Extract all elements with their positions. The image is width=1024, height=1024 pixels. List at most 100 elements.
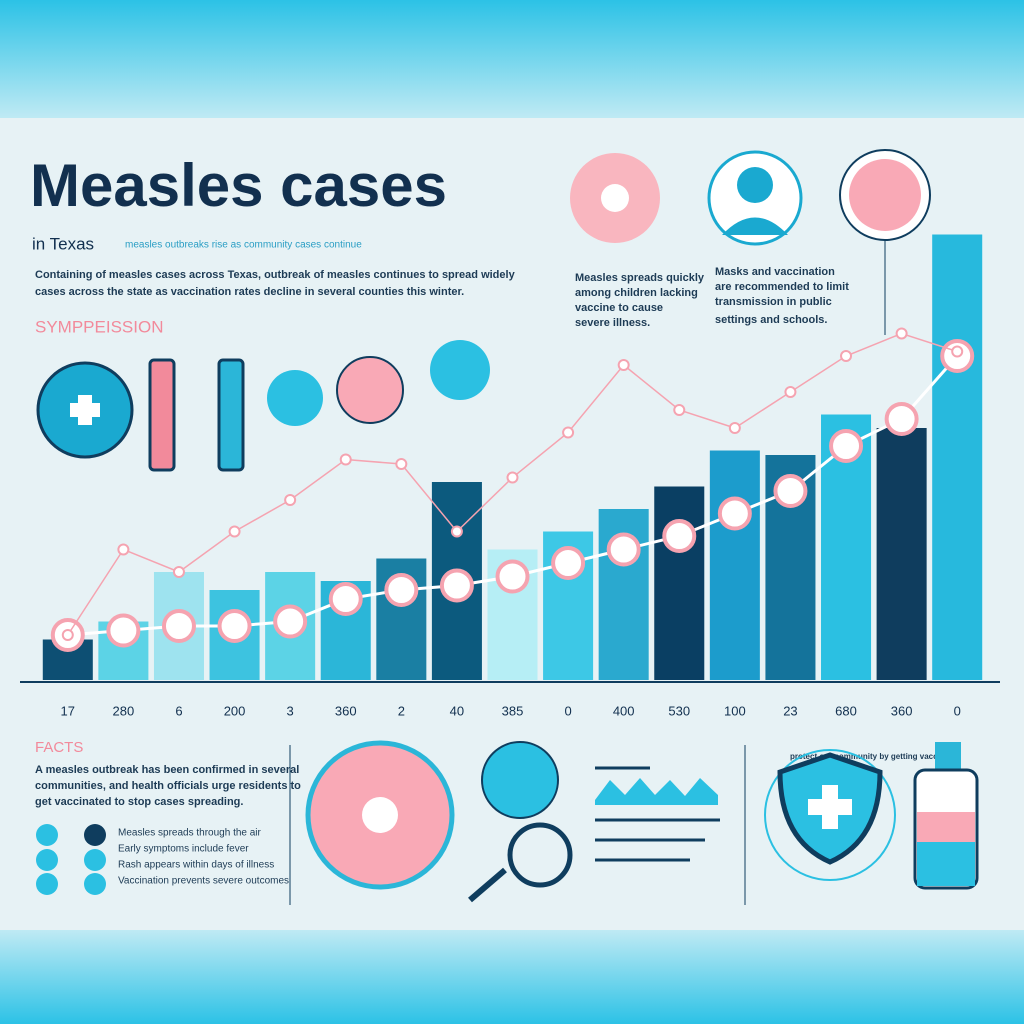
note-line: vaccine to cause (575, 302, 663, 314)
facts-line: get vaccinated to stop cases spreading. (35, 796, 243, 808)
icon-cross (70, 395, 100, 425)
stethoscope (507, 822, 573, 888)
point (117, 543, 130, 556)
list-item: Measles spreads through the air (118, 828, 262, 839)
list-icon (36, 824, 58, 846)
shield-cross (808, 785, 852, 829)
point (773, 474, 808, 508)
point (106, 613, 141, 648)
note-line: settings and schools. (715, 314, 827, 326)
virus-blob (267, 370, 323, 426)
x-tick-label: 680 (835, 703, 857, 718)
point (840, 350, 853, 362)
icon-virus (849, 159, 921, 231)
point (717, 496, 752, 531)
x-tick-label: 0 (564, 703, 571, 718)
syringe (217, 358, 245, 472)
point (673, 404, 686, 416)
note: Measles spreads quickly among children l… (575, 266, 849, 329)
list-item: Rash appears within days of illness (118, 860, 274, 871)
wave-icon (595, 778, 718, 805)
stethoscope (468, 867, 507, 903)
x-tick-label: 530 (668, 703, 690, 718)
point (562, 426, 575, 439)
bottle-cap (935, 742, 961, 770)
x-tick-label: 200 (224, 703, 246, 718)
point (662, 519, 697, 553)
x-tick-label: 100 (724, 703, 746, 718)
point (450, 525, 463, 538)
x-tick-label: 23 (783, 703, 797, 718)
x-tick-label: 17 (61, 703, 75, 718)
facts-line: communities, and health officials urge r… (35, 780, 301, 792)
x-tick-label: 385 (502, 703, 524, 718)
virus-core (362, 797, 398, 833)
bar (932, 234, 983, 680)
list-icon (36, 873, 58, 895)
icon-person-head (737, 167, 773, 203)
list-item: Early symptoms include fever (118, 844, 249, 855)
chart: 17 280 6 200 3 360 2 40 385 0 400 530 100 23 680 360 0 (42, 234, 983, 718)
list-icon (84, 849, 106, 871)
point (951, 345, 964, 358)
point (395, 458, 408, 470)
tagline: measles outbreaks rise as community case… (125, 240, 362, 251)
bar (876, 428, 927, 680)
list-icon (36, 849, 58, 871)
note-line: Masks and vaccination (715, 266, 835, 278)
point (384, 573, 419, 607)
bar (654, 486, 705, 680)
patient-icon (481, 741, 559, 819)
virus-blob (430, 340, 490, 400)
point (172, 566, 185, 578)
virus-blob (336, 356, 404, 424)
bottle-label (917, 812, 975, 842)
intro-line: cases across the state as vaccination ra… (35, 286, 464, 298)
facts-title: FACTS (35, 739, 83, 756)
note-line: severe illness. (575, 317, 650, 329)
x-tick-label: 0 (954, 703, 961, 718)
note-line: Measles spreads quickly (575, 272, 705, 284)
point (495, 559, 530, 594)
bottle-liquid (917, 842, 975, 886)
x-tick-label: 40 (450, 703, 464, 718)
note-line: are recommended to limit (715, 281, 849, 293)
section-label: SYMPPEISSION (35, 317, 163, 336)
icon-person-body (722, 217, 788, 235)
bar (709, 450, 760, 680)
facts-line: A measles outbreak has been confirmed in… (35, 764, 299, 776)
bottom-band (0, 930, 1024, 1024)
point (61, 629, 74, 641)
list-icon (84, 824, 106, 846)
note-line: among children lacking (575, 287, 698, 299)
point (884, 402, 919, 436)
list-item: Vaccination prevents severe outcomes (118, 876, 289, 887)
point (606, 532, 641, 567)
title: Measles cases (30, 152, 447, 219)
x-tick-label: 6 (175, 703, 182, 718)
point (617, 359, 630, 371)
point (161, 609, 196, 643)
x-tick-label: 360 (891, 703, 913, 718)
list-icon (84, 873, 106, 895)
point (728, 422, 741, 434)
badge-text: protect our community by getting vaccina… (790, 752, 961, 761)
x-tick-label: 280 (113, 703, 135, 718)
point (339, 453, 352, 466)
x-tick-label: 2 (398, 703, 405, 718)
point (895, 327, 908, 340)
note-line: transmission in public (715, 296, 832, 308)
point (228, 525, 241, 538)
icon-atom (601, 184, 629, 212)
point (506, 471, 519, 484)
point (328, 582, 363, 616)
point (217, 609, 252, 643)
subtitle: in Texas (32, 234, 94, 253)
x-tick-label: 360 (335, 703, 357, 718)
facts-list: Measles spreads through the air Early sy… (36, 824, 289, 895)
point (284, 494, 297, 506)
x-tick-label: 3 (287, 703, 294, 718)
badge-ring (764, 749, 896, 881)
